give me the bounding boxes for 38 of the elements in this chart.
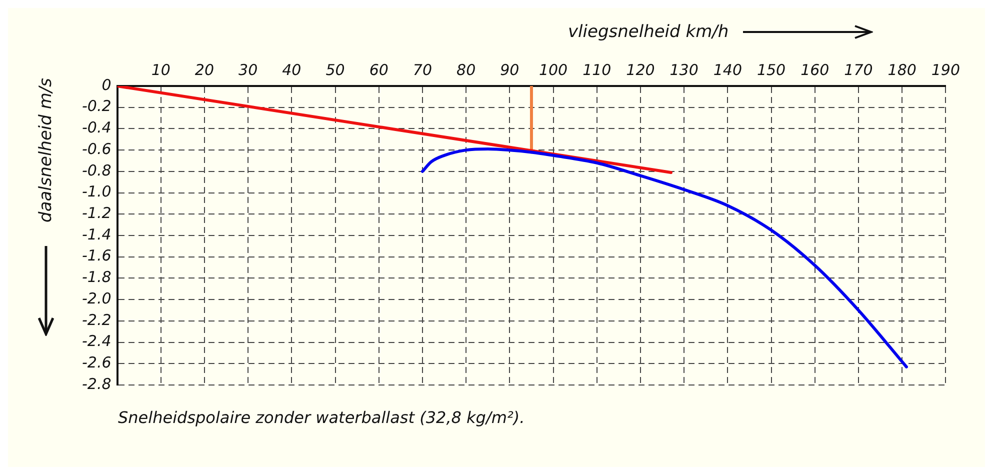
line-series bbox=[420, 148, 908, 368]
y-tick-label: -1.0 bbox=[82, 182, 112, 201]
x-tick-label: 50 bbox=[326, 60, 345, 79]
x-tick-label: 180 bbox=[888, 60, 916, 79]
x-tick-label: 30 bbox=[238, 60, 258, 79]
x-tick-label: 170 bbox=[844, 60, 873, 79]
y-tick-label: 0 bbox=[102, 76, 112, 94]
x-tick-label: 60 bbox=[369, 60, 388, 79]
x-tick-label: 100 bbox=[538, 60, 568, 79]
x-tick-label: 40 bbox=[282, 60, 302, 79]
y-tick-label: -1.4 bbox=[82, 225, 112, 244]
x-tick-label: 140 bbox=[713, 60, 742, 79]
x-tick-label: 90 bbox=[500, 60, 520, 79]
x-tick-label: 70 bbox=[412, 60, 432, 79]
x-tick-label: 10 bbox=[151, 60, 170, 79]
x-axis-title: vliegsnelheid km/h bbox=[568, 22, 729, 42]
y-tick-label: -0.2 bbox=[82, 97, 112, 116]
x-tick-label: 190 bbox=[931, 60, 960, 79]
y-tick-label: -2.8 bbox=[82, 374, 112, 393]
y-axis-title: daalsnelheid m/s bbox=[36, 78, 56, 222]
y-tick-label: -2.0 bbox=[82, 289, 112, 308]
x-tick-label: 130 bbox=[670, 60, 698, 79]
y-tick-label: -0.6 bbox=[82, 140, 112, 158]
text: Snelheidspolaire zonder waterballast (32,8 kg/m²). bbox=[118, 408, 525, 427]
y-tick-label: -2.2 bbox=[82, 310, 112, 329]
y-tick-label: -0.8 bbox=[82, 161, 112, 180]
x-tick-label: 120 bbox=[626, 60, 655, 79]
x-tick-label: 80 bbox=[456, 60, 476, 79]
x-tick-label: 160 bbox=[800, 60, 830, 79]
y-tick-label: -1.6 bbox=[82, 246, 112, 265]
x-tick-label: 110 bbox=[582, 60, 612, 79]
y-tick-label: -2.6 bbox=[82, 354, 112, 372]
y-tick-label: -2.4 bbox=[82, 332, 112, 350]
y-tick-label: -0.4 bbox=[82, 118, 112, 137]
x-tick-label: 20 bbox=[194, 60, 214, 79]
x-tick-label: 150 bbox=[756, 60, 786, 79]
y-tick-label: -1.2 bbox=[82, 204, 112, 222]
y-tick-label: -1.8 bbox=[82, 268, 112, 286]
